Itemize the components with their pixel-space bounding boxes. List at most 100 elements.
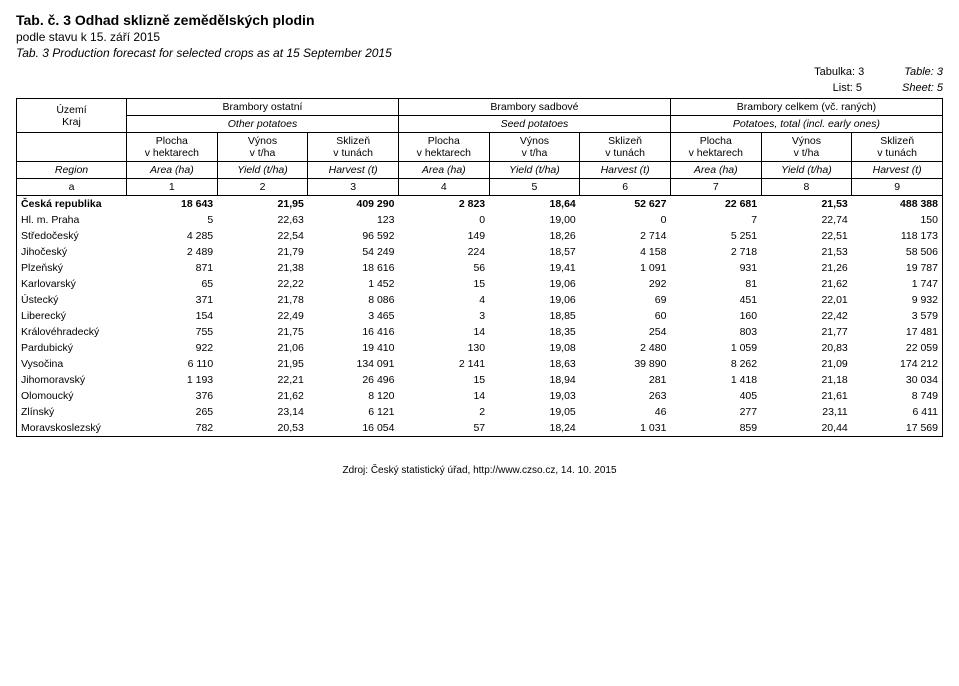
cell-value: 17 569 — [852, 420, 943, 437]
meta-list-cz: List: 5 — [833, 82, 862, 94]
cell-value: 19,06 — [489, 276, 580, 292]
cell-value: 0 — [580, 212, 671, 228]
cell-value: 281 — [580, 372, 671, 388]
cell-value: 2 714 — [580, 228, 671, 244]
cell-value: 254 — [580, 324, 671, 340]
cell-value: 21,26 — [761, 260, 852, 276]
row-label: Jihomoravský — [17, 372, 127, 388]
cell-value: 16 416 — [308, 324, 399, 340]
cell-value: 22,74 — [761, 212, 852, 228]
row-label: Česká republika — [17, 196, 127, 213]
cell-value: 21,09 — [761, 356, 852, 372]
cell-value: 9 932 — [852, 292, 943, 308]
cell-value: 22,54 — [217, 228, 308, 244]
cell-value: 18,26 — [489, 228, 580, 244]
cell-value: 60 — [580, 308, 671, 324]
cell-value: 755 — [127, 324, 218, 340]
cell-value: 6 110 — [127, 356, 218, 372]
row-label: Plzeňský — [17, 260, 127, 276]
cell-value: 18,24 — [489, 420, 580, 437]
cell-value: 6 121 — [308, 404, 399, 420]
meta-row-2: List: 5 Sheet: 5 — [16, 82, 943, 94]
cell-value: 1 091 — [580, 260, 671, 276]
cell-value: 20,44 — [761, 420, 852, 437]
title-en: Tab. 3 Production forecast for selected … — [16, 46, 943, 60]
cell-value: 18,64 — [489, 196, 580, 213]
cell-value: 409 290 — [308, 196, 399, 213]
group-3-cz: Brambory celkem (vč. raných) — [670, 99, 942, 116]
cell-value: 21,06 — [217, 340, 308, 356]
cell-value: 19,08 — [489, 340, 580, 356]
group-2-en: Seed potatoes — [398, 116, 670, 133]
subcol-cz: Sklizeňv tunách — [852, 133, 943, 162]
cell-value: 19,00 — [489, 212, 580, 228]
cell-value: 22,42 — [761, 308, 852, 324]
row-label: Zlínský — [17, 404, 127, 420]
rowhead-territory: Území Kraj — [17, 99, 127, 133]
cell-value: 21,95 — [217, 196, 308, 213]
cell-value: 8 086 — [308, 292, 399, 308]
table-row: Pardubický92221,0619 41013019,082 4801 0… — [17, 340, 943, 356]
table-row: Liberecký15422,493 465318,856016022,423 … — [17, 308, 943, 324]
subcol-cz: Plochav hektarech — [398, 133, 489, 162]
cell-value: 26 496 — [308, 372, 399, 388]
cell-value: 2 480 — [580, 340, 671, 356]
cell-value: 376 — [127, 388, 218, 404]
row-label: Liberecký — [17, 308, 127, 324]
colnum: 1 — [127, 179, 218, 196]
cell-value: 22,49 — [217, 308, 308, 324]
cell-value: 2 489 — [127, 244, 218, 260]
meta-tabulka-en: Table: 3 — [904, 66, 943, 78]
cell-value: 4 158 — [580, 244, 671, 260]
cell-value: 292 — [580, 276, 671, 292]
cell-value: 263 — [580, 388, 671, 404]
table-row: Vysočina6 11021,95134 0912 14118,6339 89… — [17, 356, 943, 372]
row-label: Pardubický — [17, 340, 127, 356]
subcol-en: Harvest (t) — [580, 162, 671, 179]
cell-value: 18 616 — [308, 260, 399, 276]
cell-value: 56 — [398, 260, 489, 276]
rowhead-spacer — [17, 133, 127, 162]
cell-value: 1 747 — [852, 276, 943, 292]
cell-value: 405 — [670, 388, 761, 404]
cell-value: 0 — [398, 212, 489, 228]
subcol-cz: Výnosv t/ha — [217, 133, 308, 162]
cell-value: 18,85 — [489, 308, 580, 324]
meta-row: Tabulka: 3 Table: 3 — [16, 66, 943, 78]
subcol-cz: Plochav hektarech — [670, 133, 761, 162]
table-row: Olomoucký37621,628 1201419,0326340521,61… — [17, 388, 943, 404]
colnum: 3 — [308, 179, 399, 196]
cell-value: 488 388 — [852, 196, 943, 213]
cell-value: 19,05 — [489, 404, 580, 420]
cell-value: 16 054 — [308, 420, 399, 437]
colnum: 5 — [489, 179, 580, 196]
colnum: 2 — [217, 179, 308, 196]
group-2-cz: Brambory sadbové — [398, 99, 670, 116]
cell-value: 6 411 — [852, 404, 943, 420]
cell-value: 20,83 — [761, 340, 852, 356]
cell-value: 21,18 — [761, 372, 852, 388]
cell-value: 118 173 — [852, 228, 943, 244]
cell-value: 14 — [398, 324, 489, 340]
data-table: Území Kraj Brambory ostatní Brambory sad… — [16, 98, 943, 437]
subcol-cz: Sklizeňv tunách — [308, 133, 399, 162]
cell-value: 22 681 — [670, 196, 761, 213]
table-row: Moravskoslezský78220,5316 0545718,241 03… — [17, 420, 943, 437]
cell-value: 18,63 — [489, 356, 580, 372]
cell-value: 52 627 — [580, 196, 671, 213]
cell-value: 931 — [670, 260, 761, 276]
cell-value: 277 — [670, 404, 761, 420]
row-label: Jihočeský — [17, 244, 127, 260]
cell-value: 174 212 — [852, 356, 943, 372]
cell-value: 2 — [398, 404, 489, 420]
cell-value: 19 787 — [852, 260, 943, 276]
cell-value: 871 — [127, 260, 218, 276]
cell-value: 69 — [580, 292, 671, 308]
cell-value: 5 — [127, 212, 218, 228]
cell-value: 81 — [670, 276, 761, 292]
subcol-en: Area (ha) — [670, 162, 761, 179]
cell-value: 30 034 — [852, 372, 943, 388]
cell-value: 57 — [398, 420, 489, 437]
cell-value: 123 — [308, 212, 399, 228]
cell-value: 21,62 — [761, 276, 852, 292]
